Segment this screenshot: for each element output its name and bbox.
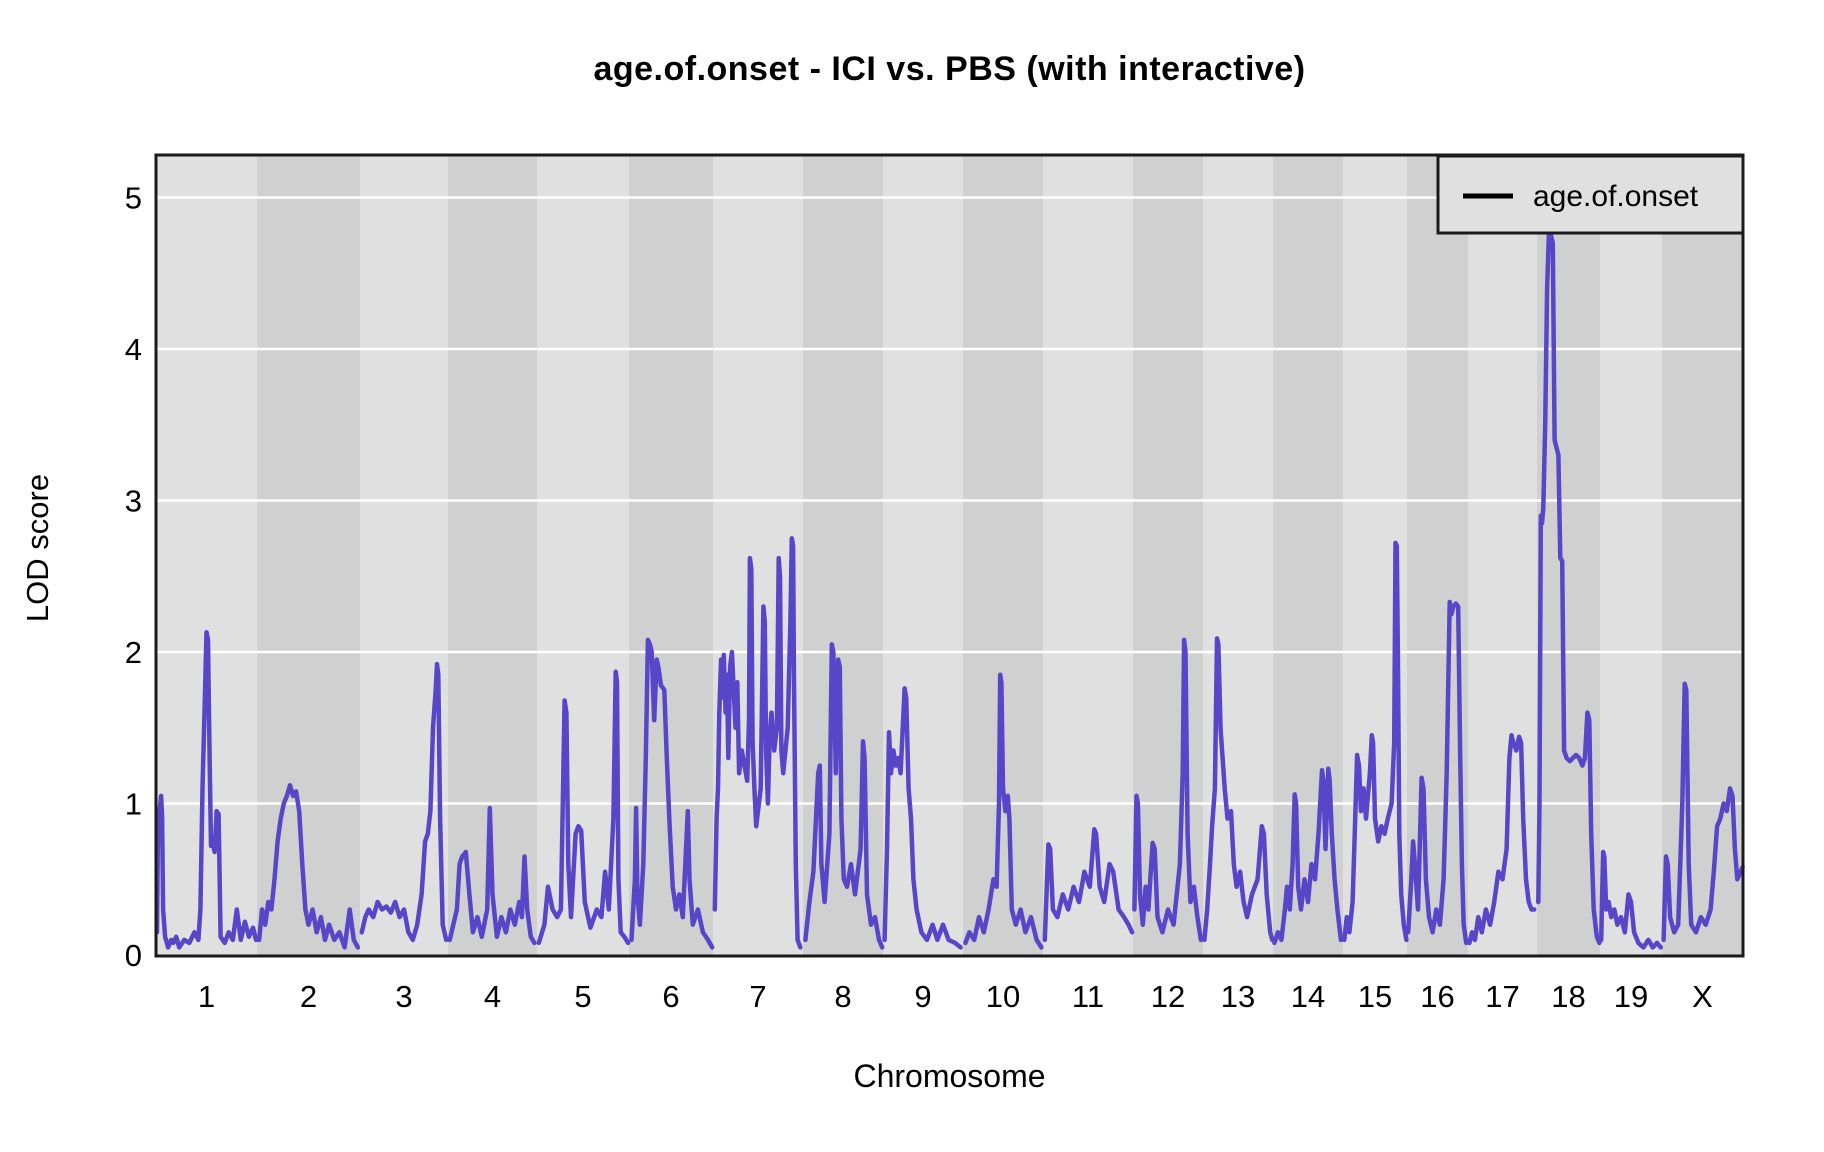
x-axis-tick-11: 11 — [1072, 979, 1104, 1014]
legend-label: age.of.onset — [1533, 180, 1699, 213]
chromosome-band-X — [1662, 156, 1743, 956]
lod-curve-chr15 — [1342, 540, 1409, 943]
lod-curve-chr11 — [1042, 827, 1135, 943]
x-axis-title: Chromosome — [853, 1058, 1046, 1094]
x-axis-tick-labels: 1 2 3 4 5 6 7 8 9 10 11 12 13 14 15 16 17 18 19 X — [198, 979, 1713, 1014]
x-axis-tick-5: 5 — [574, 979, 591, 1014]
chromosome-band-10 — [963, 156, 1043, 956]
y-axis-tick-4: 4 — [125, 332, 142, 367]
chromosome-band-2 — [257, 156, 360, 956]
x-axis-tick-14: 14 — [1291, 979, 1325, 1014]
x-axis-tick-4: 4 — [484, 979, 501, 1014]
y-axis-tick-labels: 0 1 2 3 4 5 — [125, 181, 142, 974]
x-axis-tick-15: 15 — [1358, 979, 1392, 1014]
lod-curve-chr17 — [1467, 733, 1537, 946]
chromosome-band-16 — [1407, 156, 1468, 956]
lod-curve-chrX — [1661, 681, 1745, 943]
x-axis-tick-8: 8 — [834, 979, 851, 1014]
chromosome-band-19 — [1600, 156, 1662, 956]
x-axis-tick-18: 18 — [1551, 979, 1585, 1014]
x-axis-tick-7: 7 — [749, 979, 766, 1014]
x-axis-tick-6: 6 — [662, 979, 679, 1014]
lod-curve-chr8 — [803, 642, 885, 950]
lod-curve-chr3 — [359, 661, 449, 943]
chromosome-band-1 — [156, 156, 257, 956]
x-axis-tick-16: 16 — [1420, 979, 1454, 1014]
plot-panel-border — [154, 153, 1745, 958]
lod-curve-chr16 — [1405, 599, 1469, 946]
lod-curve-chr7 — [712, 536, 803, 950]
x-axis-tick-17: 17 — [1485, 979, 1519, 1014]
lod-curve-chr18 — [1536, 228, 1602, 946]
lod-curve-chr9 — [882, 686, 963, 950]
chromosome-band-17 — [1468, 156, 1537, 956]
lod-curve-chr2 — [256, 783, 361, 950]
x-axis-tick-10: 10 — [986, 979, 1020, 1014]
x-axis-tick-3: 3 — [395, 979, 412, 1014]
y-axis-tick-0: 0 — [125, 938, 142, 973]
x-axis-tick-X: X — [1692, 979, 1713, 1014]
x-axis-tick-1: 1 — [198, 979, 215, 1014]
x-axis-tick-12: 12 — [1151, 979, 1185, 1014]
lod-curve-chr14 — [1272, 766, 1344, 946]
plot-title: age.of.onset - ICI vs. PBS (with interac… — [593, 50, 1306, 88]
x-axis-tick-13: 13 — [1221, 979, 1255, 1014]
lod-curve-chr12 — [1132, 637, 1204, 943]
lod-curve-chr1 — [154, 630, 259, 950]
y-axis-tick-3: 3 — [125, 484, 142, 519]
chromosome-band-3 — [360, 156, 448, 956]
lod-curve-chr13 — [1202, 636, 1275, 943]
lod-curve-chr6 — [629, 637, 715, 950]
chromosome-band-9 — [883, 156, 963, 956]
x-axis-tick-9: 9 — [914, 979, 931, 1014]
y-axis-tick-2: 2 — [125, 635, 142, 670]
y-axis-tick-1: 1 — [125, 787, 142, 822]
lod-curve-chr5 — [536, 669, 631, 946]
chromosome-band-13 — [1203, 156, 1273, 956]
lod-curves — [154, 228, 1745, 950]
chromosome-band-11 — [1043, 156, 1133, 956]
gridlines — [157, 196, 1742, 805]
legend-box: age.of.onset — [1436, 154, 1745, 235]
y-axis-tick-5: 5 — [125, 181, 142, 216]
lod-curve-chr10 — [963, 672, 1044, 950]
lod-curve-chr4 — [447, 805, 537, 946]
chromosome-band-12 — [1133, 156, 1203, 956]
lod-curve-chr19 — [1598, 849, 1664, 950]
x-axis-tick-2: 2 — [300, 979, 317, 1014]
x-axis-tick-19: 19 — [1614, 979, 1648, 1014]
